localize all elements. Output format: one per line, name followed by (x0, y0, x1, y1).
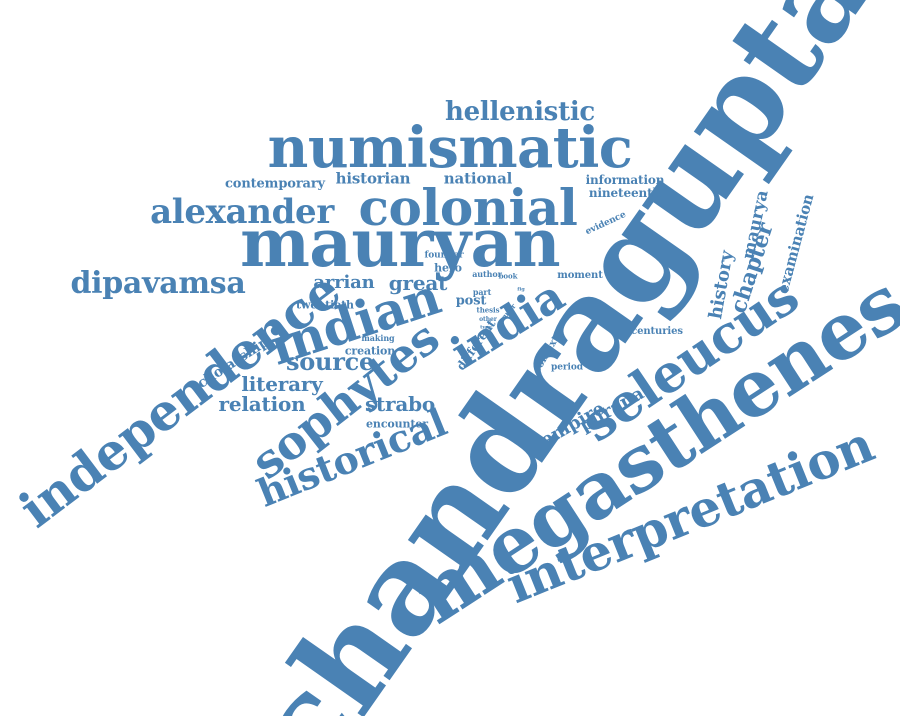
word-part: part (472, 287, 492, 297)
word-founder: founder (424, 250, 464, 261)
word-book: book (498, 271, 518, 281)
word-arrian: arrian (313, 272, 375, 293)
word-centuries: centuries (631, 326, 683, 337)
word-literary: literary (241, 372, 323, 396)
word-twentieth: twentieth (296, 298, 354, 312)
word-creation: creation (344, 344, 396, 358)
word-type: type (480, 324, 492, 331)
word-alexander: alexander (150, 192, 334, 232)
word-making: making (361, 333, 395, 343)
word-moment: moment (557, 270, 603, 281)
word-colonial: colonial (358, 178, 578, 237)
word-encounter: encounter (366, 417, 428, 431)
word-contemporary: contemporary (225, 176, 325, 192)
word-great: great (388, 271, 448, 295)
word-historian: historian (335, 169, 411, 188)
word-source: source (285, 347, 375, 376)
word-relation: relation (218, 392, 306, 416)
word-post: post (455, 293, 487, 309)
word-numismatic: numismatic (267, 115, 633, 181)
word-author: author (472, 269, 502, 279)
word-other: other (479, 316, 497, 323)
word-strabo: strabo (364, 392, 436, 416)
word-fig: fig (517, 286, 525, 293)
word-period: period (551, 362, 583, 373)
word-information: information (585, 173, 665, 187)
word-national: national (443, 169, 513, 188)
word-hellenistic: hellenistic (444, 97, 596, 127)
word-nineteenth: nineteenth (588, 186, 662, 200)
word-dipavamsa: dipavamsa (70, 266, 246, 301)
word-hero: hero (434, 261, 462, 275)
word-thesis: thesis (476, 305, 500, 315)
word-mauryan: mauryan (240, 204, 561, 282)
word-examination: examination (773, 192, 818, 296)
